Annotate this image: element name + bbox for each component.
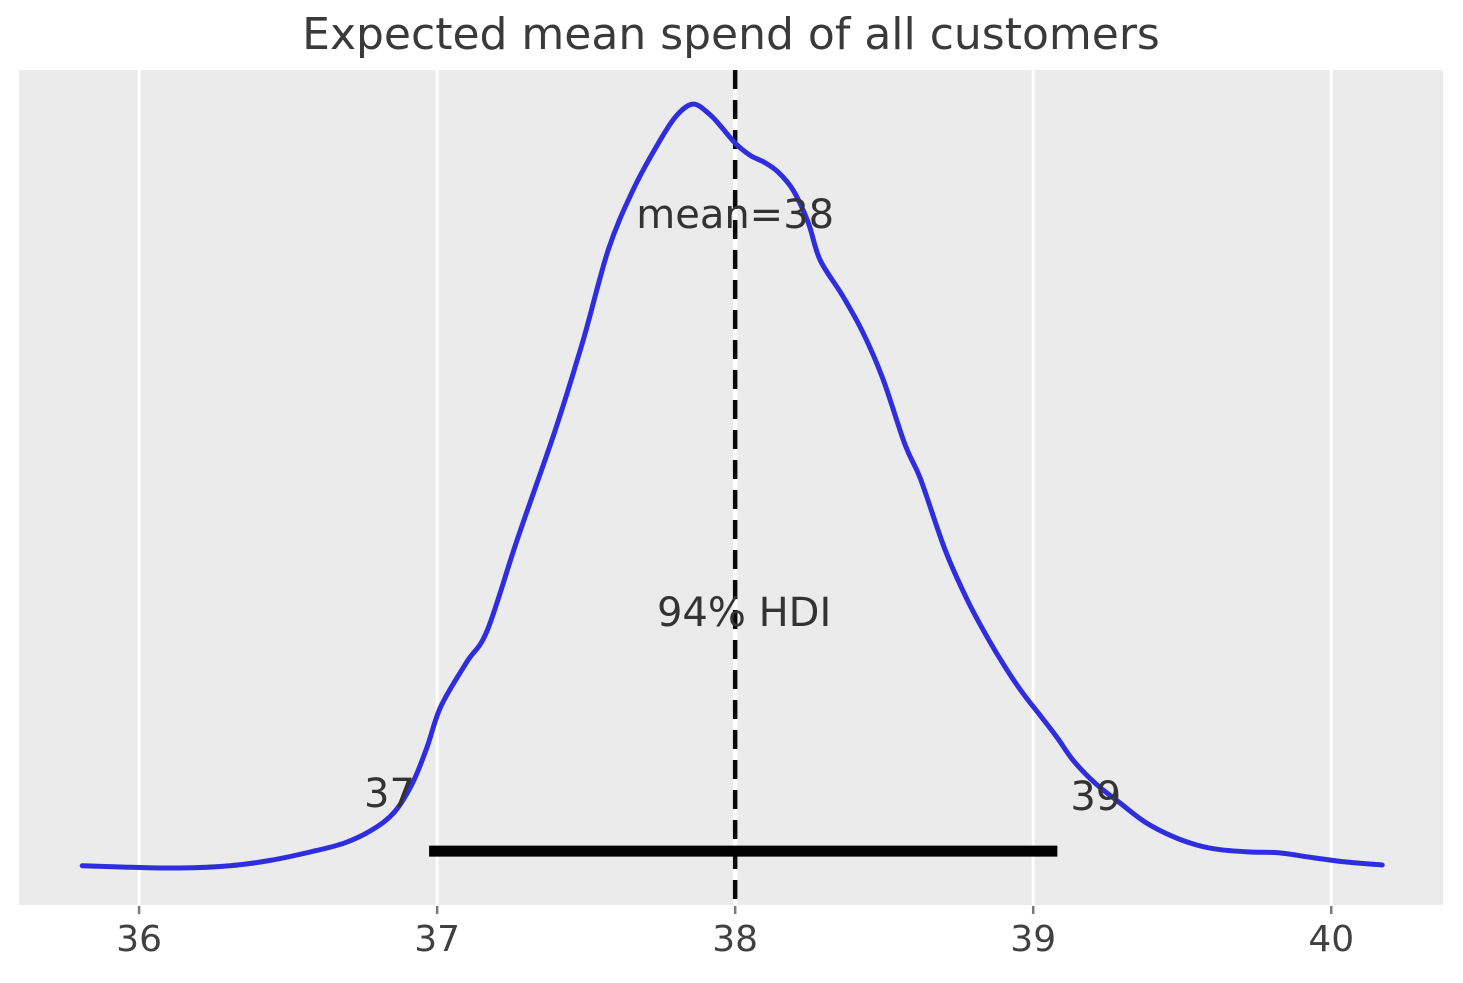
x-tick-label-38: 38 [712, 919, 759, 960]
hdi-upper-bound-label: 39 [1070, 773, 1122, 820]
hdi-probability-annotation: 94% HDI [656, 589, 832, 636]
x-tick-label-40: 40 [1308, 919, 1355, 960]
x-tick-label-39: 39 [1010, 919, 1057, 960]
x-tick-label-37: 37 [414, 919, 461, 960]
chart-title: Expected mean spend of all customers [302, 9, 1160, 60]
mean-annotation: mean=38 [636, 191, 835, 238]
plot-area [19, 70, 1443, 905]
posterior-kde-curve [79, 101, 1385, 871]
hdi-lower-bound-label: 37 [364, 770, 415, 817]
x-tick-label-36: 36 [116, 919, 162, 960]
